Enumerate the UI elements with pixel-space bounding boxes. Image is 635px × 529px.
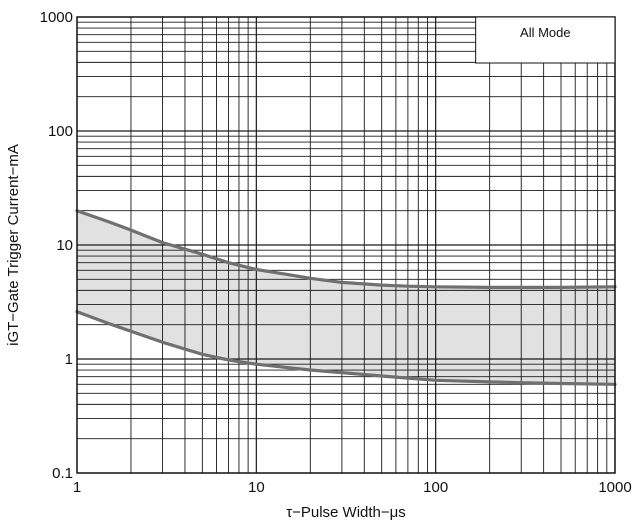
annotation-text: All Mode [520, 25, 571, 40]
x-tick-label: 1000 [598, 479, 631, 496]
y-tick-labels: 0.1 1 10 100 1000 [40, 9, 73, 482]
y-tick-label: 100 [48, 123, 73, 140]
x-tick-label: 100 [423, 479, 448, 496]
x-tick-labels: 1 10 100 1000 [73, 479, 632, 496]
y-tick-label: 1000 [40, 9, 73, 26]
y-tick-label: 1 [65, 351, 73, 368]
y-tick-label: 0.1 [52, 465, 73, 482]
y-tick-label: 10 [56, 237, 73, 254]
grid-layer [77, 17, 615, 473]
shaded-band [77, 210, 615, 385]
curve-layer [75, 209, 617, 386]
series-line-2 [75, 310, 617, 386]
plot-frame [76, 16, 616, 474]
x-axis-label: τ−Pulse Width−μs [286, 504, 406, 521]
y-axis-label: iGT−Gate Trigger Current−mA [5, 144, 22, 346]
x-tick-label: 1 [73, 479, 81, 496]
annotation-box: All Mode [475, 16, 616, 64]
series-line-1 [75, 209, 617, 289]
x-tick-label: 10 [248, 479, 265, 496]
shaded-band-layer [77, 210, 615, 385]
